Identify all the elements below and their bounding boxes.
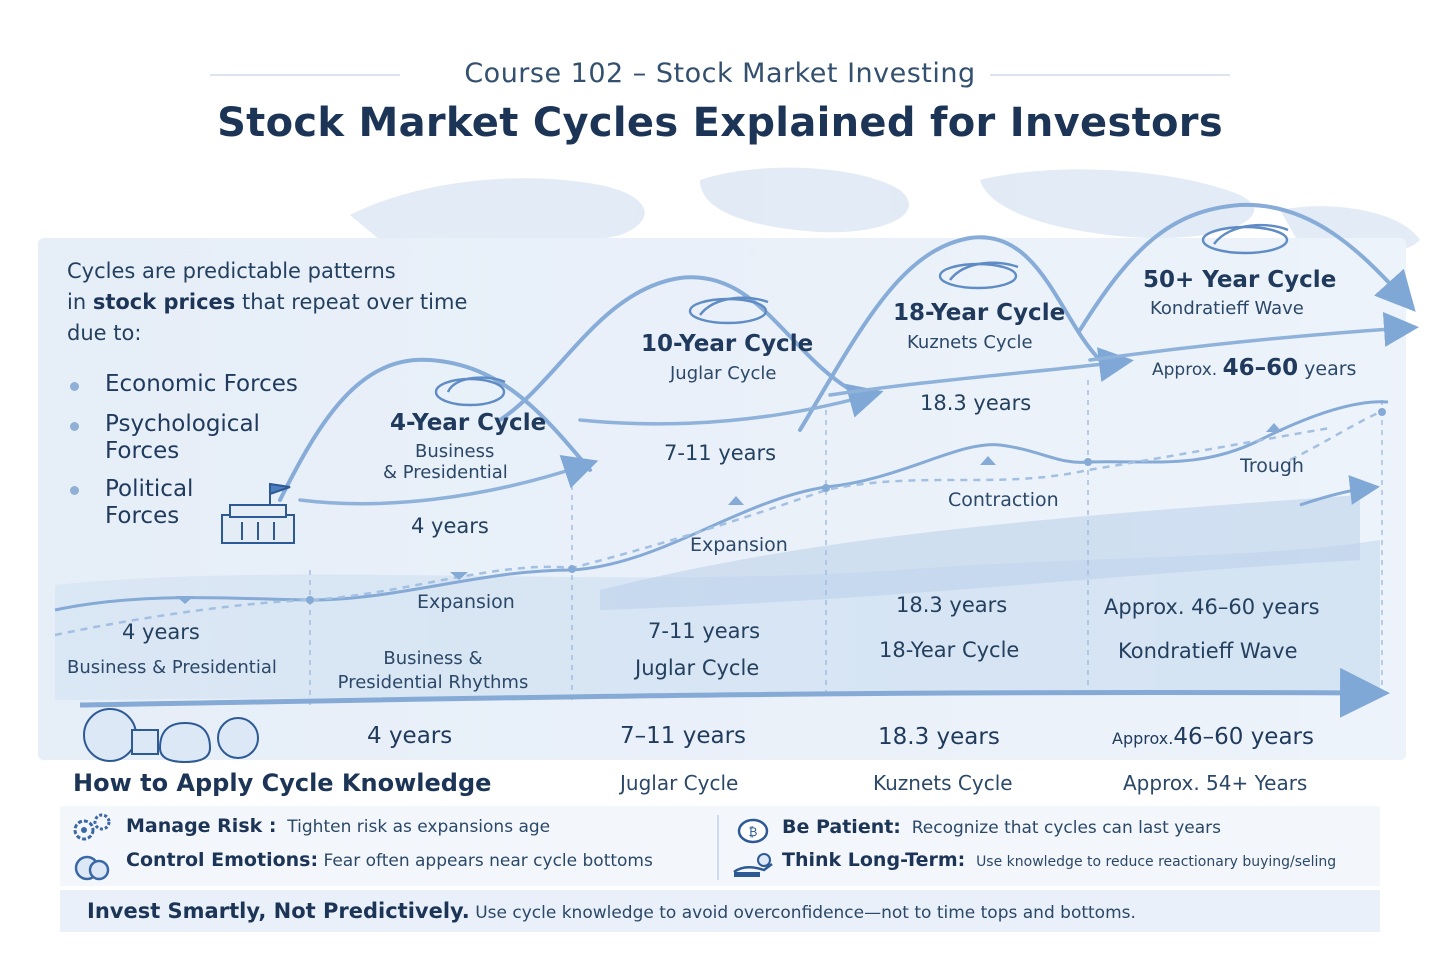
band-col4-duration: 18.3 years bbox=[896, 593, 1008, 617]
intro-line-3: due to: bbox=[67, 321, 142, 345]
tip-think-long-term-text: Use knowledge to reduce reactionary buyi… bbox=[976, 854, 1337, 870]
band-col1-name: Business & Presidential bbox=[67, 657, 277, 678]
tip-be-patient: Be Patient: Recognize that cycles can la… bbox=[782, 816, 1221, 838]
cycle-4yr-duration: 4 years bbox=[411, 514, 489, 538]
intro-line-2-pre: in bbox=[67, 290, 93, 314]
force-political: Political Forces bbox=[105, 476, 194, 529]
phase-trough: Trough bbox=[1240, 455, 1304, 477]
cycle-50yr-duration-pre: Approx. bbox=[1152, 360, 1223, 380]
course-label: Course 102 – Stock Market Investing bbox=[464, 58, 976, 89]
phase-expansion-lower: Expansion bbox=[417, 591, 515, 613]
tip-control-emotions-label: Control Emotions: bbox=[126, 849, 319, 871]
band-col5-name: Kondratieff Wave bbox=[1118, 639, 1298, 663]
footer-message: Invest Smartly, Not Predictively. Use cy… bbox=[87, 899, 1136, 923]
bottom-name-4: Approx. 54+ Years bbox=[1123, 771, 1308, 795]
svg-text:₿: ₿ bbox=[749, 825, 758, 839]
cycle-50yr-title: 50+ Year Cycle bbox=[1143, 267, 1337, 293]
cycle-50yr-duration-post: years bbox=[1298, 358, 1357, 380]
bottom-name-2: Juglar Cycle bbox=[620, 771, 739, 795]
cycle-50yr-duration: Approx. 46–60 years bbox=[1152, 355, 1356, 381]
band-col1-duration: 4 years bbox=[122, 620, 200, 644]
cycle-10yr-sub: Juglar Cycle bbox=[670, 363, 777, 384]
band-col2-line2: Presidential Rhythms bbox=[337, 672, 529, 693]
phase-contraction: Contraction bbox=[948, 489, 1059, 511]
band-col2-line1: Business & bbox=[383, 648, 483, 669]
bullet-icon bbox=[70, 486, 79, 495]
cycle-18yr-title: 18-Year Cycle bbox=[893, 300, 1066, 326]
cycle-4yr-title: 4-Year Cycle bbox=[390, 410, 547, 436]
footer-text: Use cycle knowledge to avoid overconfide… bbox=[469, 903, 1136, 923]
cycle-50yr-sub: Kondratieff Wave bbox=[1150, 298, 1304, 319]
band-col3-name: Juglar Cycle bbox=[635, 656, 760, 680]
tip-manage-risk: Manage Risk : Tighten risk as expansions… bbox=[126, 815, 550, 837]
bottom-duration-4: Approx.46–60 years bbox=[1112, 724, 1314, 750]
force-psychological: Psychological Forces bbox=[105, 411, 260, 464]
tip-manage-risk-text: Tighten risk as expansions age bbox=[287, 817, 551, 837]
bullet-icon bbox=[70, 382, 79, 391]
bullet-icon bbox=[70, 422, 79, 431]
intro-line-1: Cycles are predictable patterns bbox=[67, 259, 396, 283]
bottom-duration-1: 4 years bbox=[367, 723, 453, 749]
band-col4-name: 18-Year Cycle bbox=[879, 638, 1020, 662]
intro-line-2: in stock prices that repeat over time bbox=[67, 287, 527, 318]
cycle-18yr-sub: Kuznets Cycle bbox=[907, 332, 1033, 353]
tip-control-emotions-text: Fear often appears near cycle bottoms bbox=[323, 851, 653, 871]
bottom-duration-4-val: 46–60 years bbox=[1173, 724, 1314, 750]
hand-plant-icon bbox=[733, 853, 773, 877]
force-economic: Economic Forces bbox=[105, 371, 298, 397]
phase-expansion-upper: Expansion bbox=[690, 534, 788, 556]
bottom-duration-3: 18.3 years bbox=[878, 724, 1000, 750]
footer-bold: Invest Smartly, Not Predictively. bbox=[87, 899, 470, 923]
intro-line-2-bold: stock prices bbox=[92, 290, 236, 314]
band-col3-duration: 7-11 years bbox=[648, 619, 761, 643]
intro-text: Cycles are predictable patterns in stock… bbox=[67, 256, 527, 349]
cycle-4yr-sub1: Business bbox=[415, 441, 495, 462]
tip-be-patient-label: Be Patient: bbox=[782, 816, 901, 838]
intro-line-2-post: that repeat over time bbox=[235, 290, 468, 314]
bottom-duration-2: 7–11 years bbox=[620, 723, 747, 749]
cycle-10yr-duration: 7-11 years bbox=[664, 441, 777, 465]
band-col5-duration: Approx. 46–60 years bbox=[1104, 595, 1320, 619]
bottom-name-3: Kuznets Cycle bbox=[873, 771, 1013, 795]
bottom-duration-4-pre: Approx. bbox=[1112, 729, 1174, 748]
cycle-4yr-sub2: & Presidential bbox=[383, 462, 508, 483]
footer-bar bbox=[60, 890, 1380, 932]
tip-manage-risk-label: Manage Risk : bbox=[126, 815, 277, 837]
coin-icon: ₿ bbox=[737, 818, 769, 844]
tip-think-long-term: Think Long-Term: Use knowledge to reduce… bbox=[782, 849, 1336, 871]
cycle-10yr-title: 10-Year Cycle bbox=[641, 331, 814, 357]
tip-be-patient-text: Recognize that cycles can last years bbox=[911, 818, 1221, 838]
tip-control-emotions: Control Emotions: Fear often appears nea… bbox=[126, 849, 653, 871]
cycle-50yr-duration-val: 46–60 bbox=[1222, 355, 1299, 381]
gears-icon bbox=[73, 813, 111, 841]
page-title: Stock Market Cycles Explained for Invest… bbox=[217, 100, 1223, 146]
cycle-18yr-duration: 18.3 years bbox=[920, 391, 1032, 415]
apply-section-title: How to Apply Cycle Knowledge bbox=[73, 769, 492, 797]
emotion-icon bbox=[74, 855, 110, 881]
tip-think-long-term-label: Think Long-Term: bbox=[782, 849, 966, 871]
